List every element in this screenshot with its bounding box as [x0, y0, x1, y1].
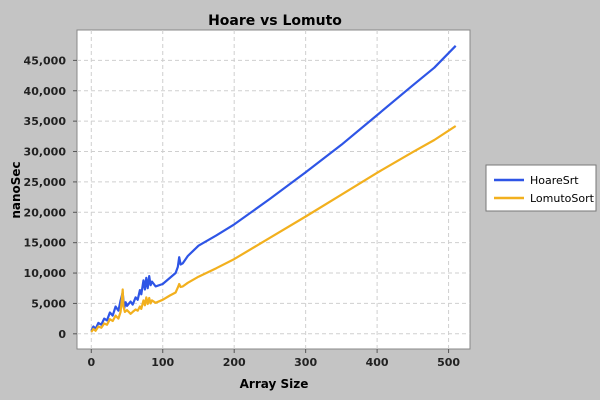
x-tick-label: 200	[223, 356, 246, 369]
y-tick-label: 45,000	[24, 54, 67, 67]
chart-title: Hoare vs Lomuto	[208, 13, 342, 29]
plot-area	[76, 29, 471, 350]
series-line-hoaresrt	[90, 45, 457, 332]
y-tick-label: 25,000	[24, 176, 67, 189]
grid	[77, 30, 470, 349]
legend: HoareSrt LomutoSort	[485, 164, 597, 212]
legend-label: HoareSrt	[530, 174, 579, 187]
y-tick-label: 20,000	[24, 206, 67, 219]
series-line-lomutosort	[90, 125, 457, 333]
x-tick-label: 500	[437, 356, 460, 369]
y-axis: 0 5,000 10,000 15,000 20,000 25,000 30,000 35,0…	[24, 54, 77, 341]
y-axis-label: nanoSec	[9, 161, 23, 218]
series-layer	[90, 45, 457, 333]
y-tick-label: 35,000	[24, 115, 67, 128]
x-tick-label: 300	[294, 356, 317, 369]
x-axis-label: Array Size	[240, 377, 309, 391]
y-tick-label: 15,000	[24, 237, 67, 250]
legend-box	[485, 164, 597, 212]
y-tick-label: 10,000	[24, 267, 67, 280]
y-tick-label: 40,000	[24, 85, 67, 98]
x-axis: 0 100 200 300 400 500	[87, 349, 460, 369]
y-tick-label: 30,000	[24, 146, 67, 159]
y-tick-label: 0	[58, 328, 66, 341]
x-tick-label: 100	[151, 356, 174, 369]
x-tick-label: 400	[366, 356, 389, 369]
x-tick-label: 0	[87, 356, 95, 369]
y-tick-label: 5,000	[31, 297, 66, 310]
legend-label: LomutoSort	[530, 192, 595, 205]
